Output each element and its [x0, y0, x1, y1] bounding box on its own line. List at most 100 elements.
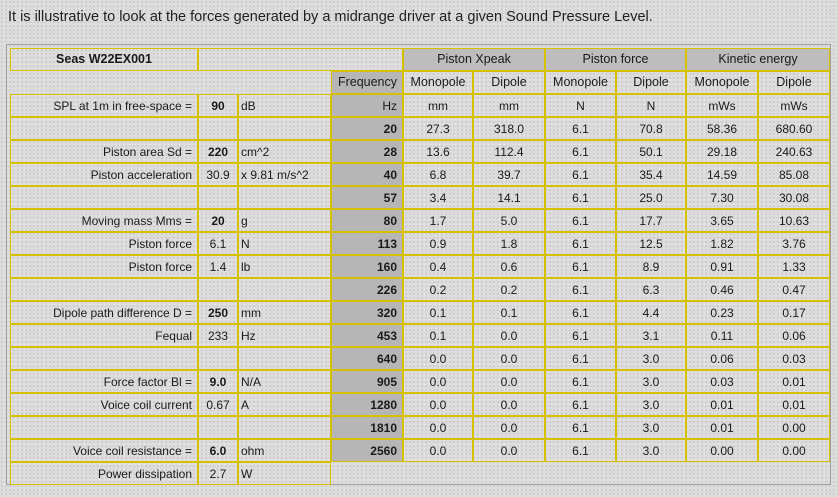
frequency-cell: 80 — [331, 209, 403, 232]
table-cell: 0.46 — [686, 278, 758, 301]
param-unit: lb — [238, 255, 331, 278]
param-value: 9.0 — [198, 370, 238, 393]
param-value: 0.67 — [198, 393, 238, 416]
table-cell: 0.0 — [403, 347, 473, 370]
table-cell: 0.0 — [473, 393, 545, 416]
param-unit — [238, 117, 331, 140]
table-cell: 1.8 — [473, 232, 545, 255]
table-cell: 6.1 — [545, 232, 616, 255]
table-cell: 0.0 — [403, 393, 473, 416]
table-cell: 0.0 — [473, 439, 545, 462]
param-value: 20 — [198, 209, 238, 232]
table-cell: 1.7 — [403, 209, 473, 232]
param-unit: N/A — [238, 370, 331, 393]
column-header: Monopole — [686, 71, 758, 94]
table-cell: 0.2 — [473, 278, 545, 301]
table-cell: 6.1 — [545, 186, 616, 209]
table-cell: 17.7 — [616, 209, 686, 232]
column-header: Dipole — [616, 71, 686, 94]
table-cell: 25.0 — [616, 186, 686, 209]
table-cell: 6.1 — [545, 347, 616, 370]
table-cell: 3.0 — [616, 370, 686, 393]
param-value: 233 — [198, 324, 238, 347]
intro-text: It is illustrative to look at the forces… — [8, 9, 653, 25]
param-label: Power dissipation — [10, 462, 198, 485]
table-cell: 1.82 — [686, 232, 758, 255]
column-header: Dipole — [473, 71, 545, 94]
table-cell: 3.65 — [686, 209, 758, 232]
unit-cell: Hz — [331, 94, 403, 117]
frequency-cell: 160 — [331, 255, 403, 278]
frequency-cell: 905 — [331, 370, 403, 393]
param-label: Piston force — [10, 255, 198, 278]
table-cell: 6.1 — [545, 324, 616, 347]
table-cell: 0.1 — [403, 324, 473, 347]
table-cell: 7.30 — [686, 186, 758, 209]
param-value: 90 — [198, 94, 238, 117]
param-label: Fequal — [10, 324, 198, 347]
unit-cell: mm — [403, 94, 473, 117]
param-label: Dipole path difference D = — [10, 301, 198, 324]
frequency-cell: 640 — [331, 347, 403, 370]
table-cell: 0.47 — [758, 278, 830, 301]
table-cell: 27.3 — [403, 117, 473, 140]
param-value: 6.0 — [198, 439, 238, 462]
param-label: Voice coil resistance = — [10, 439, 198, 462]
table-cell: 680.60 — [758, 117, 830, 140]
table-cell: 0.00 — [686, 439, 758, 462]
column-header: Monopole — [545, 71, 616, 94]
param-value: 250 — [198, 301, 238, 324]
table-cell: 6.1 — [545, 393, 616, 416]
table-cell: 14.1 — [473, 186, 545, 209]
table-cell: 0.00 — [758, 439, 830, 462]
table-cell: 3.0 — [616, 393, 686, 416]
param-label: Force factor Bl = — [10, 370, 198, 393]
table-cell: 8.9 — [616, 255, 686, 278]
param-label: Piston area Sd = — [10, 140, 198, 163]
param-value — [198, 186, 238, 209]
param-label: Moving mass Mms = — [10, 209, 198, 232]
group-header: Kinetic energy — [686, 48, 830, 71]
table-cell: 0.01 — [686, 393, 758, 416]
table-cell: 6.8 — [403, 163, 473, 186]
table-cell: 39.7 — [473, 163, 545, 186]
table-cell: 3.0 — [616, 439, 686, 462]
table-cell: 12.5 — [616, 232, 686, 255]
table-cell: 0.03 — [686, 370, 758, 393]
param-unit — [238, 278, 331, 301]
table-cell: 240.63 — [758, 140, 830, 163]
table-cell: 0.0 — [473, 347, 545, 370]
param-value: 6.1 — [198, 232, 238, 255]
table-cell: 3.76 — [758, 232, 830, 255]
table-cell: 35.4 — [616, 163, 686, 186]
table-cell: 0.91 — [686, 255, 758, 278]
table-cell: 10.63 — [758, 209, 830, 232]
param-value: 220 — [198, 140, 238, 163]
param-unit — [238, 347, 331, 370]
param-unit: mm — [238, 301, 331, 324]
table-cell: 0.00 — [758, 416, 830, 439]
param-label — [10, 278, 198, 301]
frequency-cell: 1280 — [331, 393, 403, 416]
table-cell: 318.0 — [473, 117, 545, 140]
table-cell: 3.0 — [616, 347, 686, 370]
driver-name: Seas W22EX001 — [10, 48, 198, 71]
param-value — [198, 347, 238, 370]
table-cell: 0.11 — [686, 324, 758, 347]
table-cell: 3.1 — [616, 324, 686, 347]
table-cell: 6.1 — [545, 117, 616, 140]
param-value — [198, 278, 238, 301]
frequency-cell: 40 — [331, 163, 403, 186]
table-cell: 3.4 — [403, 186, 473, 209]
frequency-cell: 113 — [331, 232, 403, 255]
table-cell: 0.0 — [403, 416, 473, 439]
unit-cell: N — [545, 94, 616, 117]
param-label — [10, 117, 198, 140]
frequency-cell: 28 — [331, 140, 403, 163]
param-unit: W — [238, 462, 331, 485]
table-cell: 0.01 — [758, 393, 830, 416]
param-unit — [238, 186, 331, 209]
table-cell: 0.0 — [403, 370, 473, 393]
blank-header-cell — [198, 48, 403, 71]
table-cell: 6.3 — [616, 278, 686, 301]
